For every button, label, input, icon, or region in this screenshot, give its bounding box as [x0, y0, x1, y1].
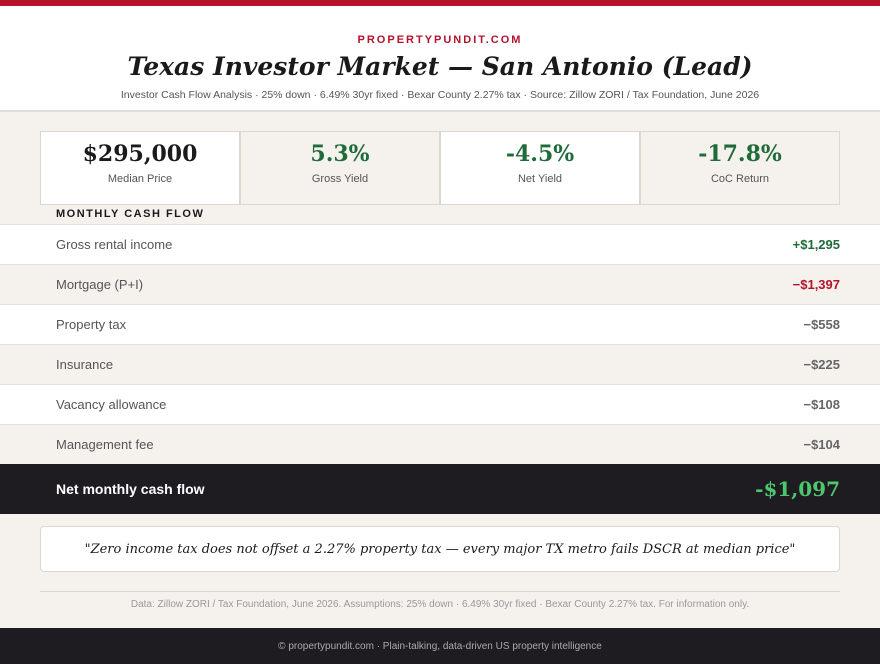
row-value: −$225	[803, 357, 840, 372]
cash-flow-row: Mortgage (P+I) −$1,397	[0, 264, 880, 304]
kpi-value: $295,000	[82, 141, 198, 167]
cash-flow-row: Property tax −$558	[0, 304, 880, 344]
brand: PROPERTYPUNDIT.COM	[357, 34, 523, 46]
row-value: −$558	[803, 317, 840, 332]
kpi-label: CoC Return	[710, 173, 770, 185]
kpi-card: -4.5% Net Yield	[441, 132, 641, 204]
cash-flow-table: Gross rental income +$1,295 Mortgage (P+I)…	[0, 224, 880, 464]
cash-flow-row: Insurance −$225	[0, 344, 880, 384]
footnote: Data: Zillow ZORI / Tax Foundation, June…	[130, 599, 750, 610]
header: PROPERTYPUNDIT.COM Texas Investor Market…	[0, 6, 880, 112]
row-label: Management fee	[56, 437, 154, 452]
footer: © propertypundit.com · Plain-talking, da…	[0, 628, 880, 664]
row-value: +$1,295	[792, 237, 840, 252]
total-value: -$1,097	[755, 477, 840, 501]
kpi-card: -17.8% CoC Return	[641, 132, 839, 204]
row-value: −$1,397	[792, 277, 840, 292]
kpi-label: Net Yield	[517, 173, 563, 185]
quote: "Zero income tax does not offset a 2.27%…	[40, 526, 840, 572]
total-row: Net monthly cash flow -$1,097	[0, 464, 880, 514]
kpi-card: $295,000 Median Price	[41, 132, 241, 204]
section-heading: MONTHLY CASH FLOW	[56, 208, 205, 220]
row-label: Mortgage (P+I)	[56, 277, 144, 292]
cash-flow-row: Management fee −$104	[0, 424, 880, 464]
row-label: Vacancy allowance	[56, 397, 167, 412]
row-label: Insurance	[56, 357, 114, 372]
kpi-label: Gross Yield	[311, 173, 369, 185]
cash-flow-row: Gross rental income +$1,295	[0, 224, 880, 264]
cash-flow-row: Vacancy allowance −$108	[0, 384, 880, 424]
top-bar	[0, 0, 880, 6]
title: Texas Investor Market — San Antonio (Lea…	[127, 52, 753, 81]
kpi-label: Median Price	[107, 173, 173, 185]
row-value: −$108	[803, 397, 840, 412]
row-label: Gross rental income	[56, 237, 173, 252]
total-label: Net monthly cash flow	[56, 481, 205, 497]
row-value: −$104	[803, 437, 840, 452]
kpi-value: 5.3%	[310, 141, 370, 167]
divider	[40, 591, 840, 592]
kpi-value: -17.8%	[698, 141, 782, 167]
kpi-card: 5.3% Gross Yield	[241, 132, 441, 204]
kpi-strip: $295,000 Median Price 5.3% Gross Yield -4.5%…	[40, 131, 840, 205]
kpi-value: -4.5%	[505, 141, 575, 167]
subtitle: Investor Cash Flow Analysis · 25% down ·…	[120, 89, 760, 101]
row-label: Property tax	[56, 317, 127, 332]
